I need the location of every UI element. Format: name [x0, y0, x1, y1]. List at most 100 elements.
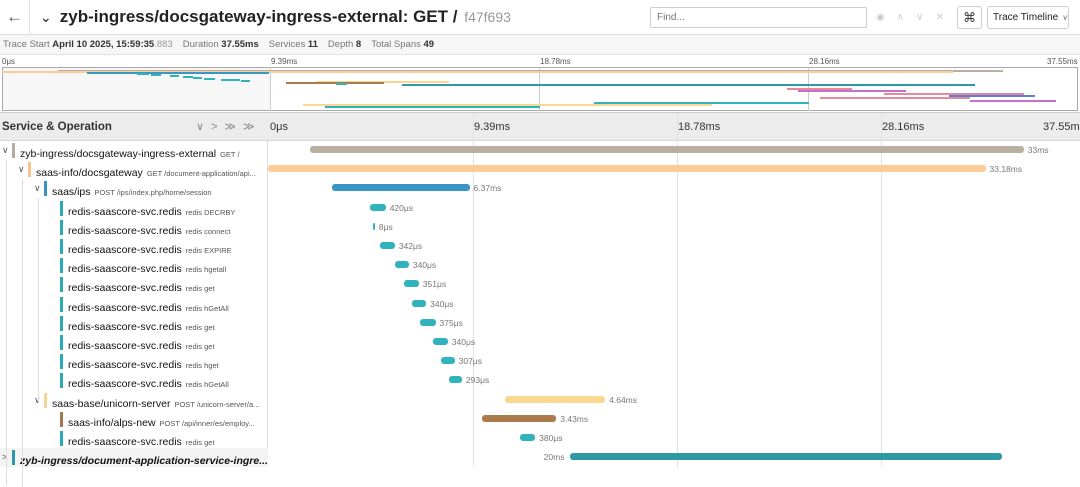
span-row[interactable]: ∨ saas-info/docsgateway GET /document-appl… — [0, 160, 268, 179]
span-duration-label: 380μs — [539, 433, 563, 443]
span-bar[interactable] — [569, 453, 1003, 460]
span-row[interactable]: ∨ saas/ips POST /ips/index.php/home/sessio… — [0, 179, 268, 198]
service-color-bar — [60, 297, 63, 312]
close-icon[interactable]: ✕ — [935, 12, 944, 23]
span-bar[interactable] — [369, 204, 386, 211]
timeline-tick: 0μs — [270, 121, 288, 133]
span-row[interactable]: redis-saascore-svc.redis redis hgetall — [0, 256, 268, 275]
span-row[interactable]: redis-saascore-svc.redis redis get — [0, 333, 268, 352]
service-color-bar — [12, 143, 15, 158]
span-operation-name: redis get — [185, 323, 215, 332]
span-row[interactable]: saas-info/alps-new POST /api/inner/es/emp… — [0, 410, 268, 429]
span-duration-label: 4.64ms — [609, 395, 637, 405]
span-bar[interactable] — [482, 415, 557, 422]
span-duration-label: 293μs — [465, 375, 490, 385]
minimap-tick: 37.55ms — [1047, 57, 1078, 66]
trace-meta-bar: Trace Start April 10 2025, 15:59:35.883 … — [0, 35, 1080, 55]
trace-services: Services 11 — [268, 39, 318, 50]
span-bar[interactable] — [440, 357, 455, 364]
service-color-bar — [60, 412, 63, 427]
locate-icon[interactable]: ◉ — [876, 12, 885, 23]
span-row[interactable]: ∨ zyb-ingress/docsgateway-ingress-externa… — [0, 141, 268, 160]
find-input[interactable] — [650, 7, 867, 28]
span-row[interactable]: redis-saascore-svc.redis redis hGetAll — [0, 295, 268, 314]
collapse-all-icon[interactable]: ≫ — [224, 121, 244, 133]
span-operation-name: redis hGetAll — [185, 304, 229, 313]
chevron-down-icon[interactable]: ∨ — [916, 12, 924, 23]
expand-one-icon[interactable]: > — [211, 121, 225, 133]
span-duration-label: 307μs — [458, 356, 482, 366]
span-bar[interactable] — [504, 396, 606, 403]
span-bar[interactable] — [268, 165, 986, 172]
span-row[interactable]: redis-saascore-svc.redis redis get — [0, 314, 268, 333]
span-service-name: saas-base/unicorn-server — [52, 398, 171, 410]
span-operation-name: redis get — [185, 342, 215, 351]
span-bar[interactable] — [310, 146, 1024, 153]
minimap-tick: 0μs — [2, 57, 16, 66]
expand-all-icon[interactable]: ≫ — [243, 121, 262, 133]
chevron-down-icon[interactable]: ∨ — [34, 395, 41, 406]
span-row[interactable]: redis-saascore-svc.redis redis get — [0, 275, 268, 294]
span-operation-name: GET / — [220, 150, 240, 159]
collapse-one-icon[interactable]: ∨ — [196, 121, 212, 133]
span-service-name: redis-saascore-svc.redis — [68, 321, 182, 333]
span-bar[interactable] — [394, 261, 409, 268]
trace-duration: Duration 37.55ms — [182, 39, 259, 50]
span-operation-name: redis DECRBY — [185, 208, 236, 217]
span-bar[interactable] — [519, 434, 536, 441]
minimap-tick: 18.78ms — [540, 57, 571, 66]
span-duration-label: 340μs — [430, 299, 454, 309]
span-bar[interactable] — [331, 184, 470, 191]
span-bar[interactable] — [433, 338, 448, 345]
span-operation-name: redis EXPIRE — [185, 246, 232, 255]
keyboard-shortcuts-button[interactable]: ⌘ — [957, 6, 982, 29]
minimap-span-bar — [192, 76, 203, 79]
span-row[interactable]: redis-saascore-svc.redis redis hget — [0, 352, 268, 371]
span-row[interactable]: redis-saascore-svc.redis redis DECRBY — [0, 199, 268, 218]
span-row[interactable]: > zyb-ingress/document-application-servic… — [0, 448, 268, 467]
chevron-down-icon[interactable]: ∨ — [34, 183, 41, 193]
back-button[interactable]: ← — [0, 0, 30, 35]
span-row[interactable]: redis-saascore-svc.redis redis connect — [0, 218, 268, 237]
minimap-span-bar — [798, 90, 906, 93]
view-select[interactable]: Trace Timeline ∨ — [987, 6, 1069, 29]
span-duration-label: 33ms — [1027, 145, 1049, 155]
service-color-bar — [28, 162, 31, 177]
span-service-name: redis-saascore-svc.redis — [68, 225, 182, 237]
span-service-name: saas-info/alps-new — [68, 417, 156, 429]
chevron-down-icon[interactable]: ∨ — [18, 164, 25, 174]
span-bar[interactable] — [372, 223, 375, 230]
trace-total-spans: Total Spans 49 — [371, 39, 435, 50]
span-duration-label: 3.43ms — [560, 414, 589, 424]
minimap-span-bar — [401, 83, 975, 86]
span-operation-name: redis hGetAll — [185, 380, 229, 389]
span-duration-label: 340μs — [412, 260, 437, 270]
minimap-span-bar — [303, 104, 713, 107]
trace-title: zyb-ingress/docsgateway-ingress-external… — [60, 7, 511, 27]
chevron-right-icon[interactable]: > — [2, 452, 8, 462]
span-bar[interactable] — [411, 300, 427, 307]
trace-id: f47f693 — [464, 9, 511, 25]
span-row[interactable]: redis-saascore-svc.redis redis get — [0, 429, 268, 448]
minimap-span-bar — [948, 94, 1035, 97]
minimap-span-bar — [221, 78, 231, 81]
service-color-bar — [60, 373, 63, 388]
span-bar[interactable] — [404, 280, 419, 287]
minimap-tick: 28.16ms — [809, 57, 840, 66]
span-operation-name: redis connect — [185, 227, 231, 236]
minimap-span-bar — [169, 75, 180, 78]
span-row[interactable]: redis-saascore-svc.redis redis hGetAll — [0, 371, 268, 390]
span-row[interactable]: redis-saascore-svc.redis redis EXPIRE — [0, 237, 268, 256]
chevron-down-icon[interactable]: ∨ — [2, 145, 9, 155]
chevron-up-icon[interactable]: ∧ — [896, 12, 905, 23]
span-bar[interactable] — [448, 376, 462, 383]
minimap-span-bar — [182, 76, 193, 78]
timeline-tick: 28.16ms — [882, 121, 925, 133]
span-bar[interactable] — [420, 319, 436, 326]
minimap-canvas[interactable] — [2, 67, 1078, 111]
service-color-bar — [44, 393, 47, 408]
trace-minimap[interactable]: 0μs 9.39ms 18.78ms 28.16ms 37.55ms — [0, 55, 1080, 113]
chevron-down-icon[interactable]: ⌄ — [40, 8, 52, 25]
span-bar[interactable] — [380, 242, 395, 249]
